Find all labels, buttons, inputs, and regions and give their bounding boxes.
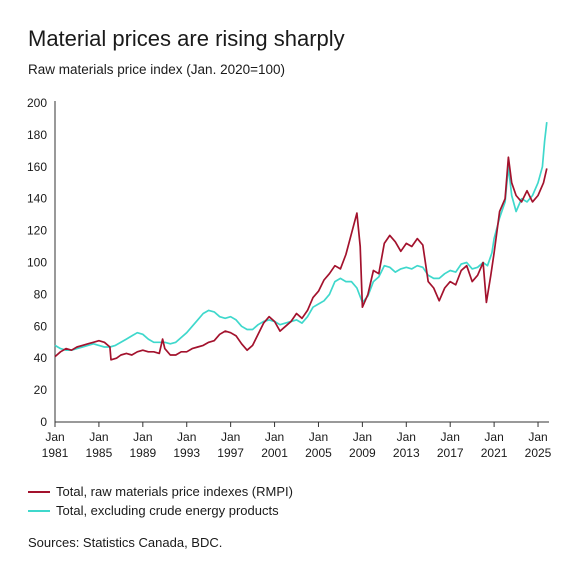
- series-line-excluding-crude: [54, 122, 548, 352]
- legend-label-excluding-crude: Total, excluding crude energy products: [56, 503, 279, 518]
- y-tick-label: 40: [34, 351, 48, 365]
- y-tick-label: 200: [27, 96, 47, 110]
- x-tick-label-month: Jan: [397, 430, 416, 444]
- x-tick-label-month: Jan: [89, 430, 108, 444]
- x-axis: Jan 1981 Jan 1985 Jan 1989 Jan 1993 Jan 1997 Jan 20…: [42, 421, 552, 460]
- x-tick-label-month: Jan: [353, 430, 372, 444]
- x-tick-label-year: 1981: [42, 446, 69, 460]
- y-tick-label: 160: [27, 160, 47, 174]
- y-axis: 0 20 40 60 80 100 120 140 160 180 200: [27, 96, 56, 429]
- chart-subtitle: Raw materials price index (Jan. 2020=100…: [28, 62, 286, 77]
- x-tick-label-year: 2013: [393, 446, 420, 460]
- legend-label-rmpi: Total, raw materials price indexes (RMPI…: [56, 484, 293, 499]
- x-tick-label-year: 1985: [86, 446, 113, 460]
- x-tick-label-year: 2001: [261, 446, 288, 460]
- x-tick-label-month: Jan: [133, 430, 152, 444]
- series-line-rmpi: [54, 156, 548, 361]
- y-tick-label: 140: [27, 192, 47, 206]
- x-tick-label-year: 2005: [305, 446, 332, 460]
- x-tick-label-year: 2025: [525, 446, 552, 460]
- source-note: Sources: Statistics Canada, BDC.: [28, 535, 223, 550]
- x-tick-label-year: 1997: [217, 446, 244, 460]
- x-tick-label-year: 2017: [437, 446, 464, 460]
- y-tick-label: 0: [40, 415, 47, 429]
- plot-area: [54, 122, 548, 361]
- y-tick-label: 120: [27, 224, 47, 238]
- y-tick-label: 60: [34, 319, 48, 333]
- x-tick-label-month: Jan: [441, 430, 460, 444]
- x-tick-label-year: 2009: [349, 446, 376, 460]
- x-tick-label-month: Jan: [528, 430, 547, 444]
- y-tick-label: 100: [27, 256, 47, 270]
- legend-item-excluding-crude: Total, excluding crude energy products: [28, 501, 293, 520]
- x-tick-label-month: Jan: [45, 430, 64, 444]
- x-tick-label-year: 2021: [481, 446, 508, 460]
- legend: Total, raw materials price indexes (RMPI…: [28, 482, 293, 520]
- legend-swatch-excluding-crude: [28, 509, 50, 512]
- x-tick-label-month: Jan: [484, 430, 503, 444]
- y-tick-label: 20: [34, 383, 48, 397]
- x-tick-label-month: Jan: [265, 430, 284, 444]
- y-tick-label: 80: [34, 287, 48, 301]
- x-tick-label-month: Jan: [309, 430, 328, 444]
- x-tick-label-year: 1993: [173, 446, 200, 460]
- chart-title: Material prices are rising sharply: [28, 26, 345, 51]
- x-tick-label-month: Jan: [221, 430, 240, 444]
- x-tick-label-year: 1989: [129, 446, 156, 460]
- x-tick-label-month: Jan: [177, 430, 196, 444]
- legend-swatch-rmpi: [28, 490, 50, 493]
- legend-item-rmpi: Total, raw materials price indexes (RMPI…: [28, 482, 293, 501]
- y-tick-label: 180: [27, 128, 47, 142]
